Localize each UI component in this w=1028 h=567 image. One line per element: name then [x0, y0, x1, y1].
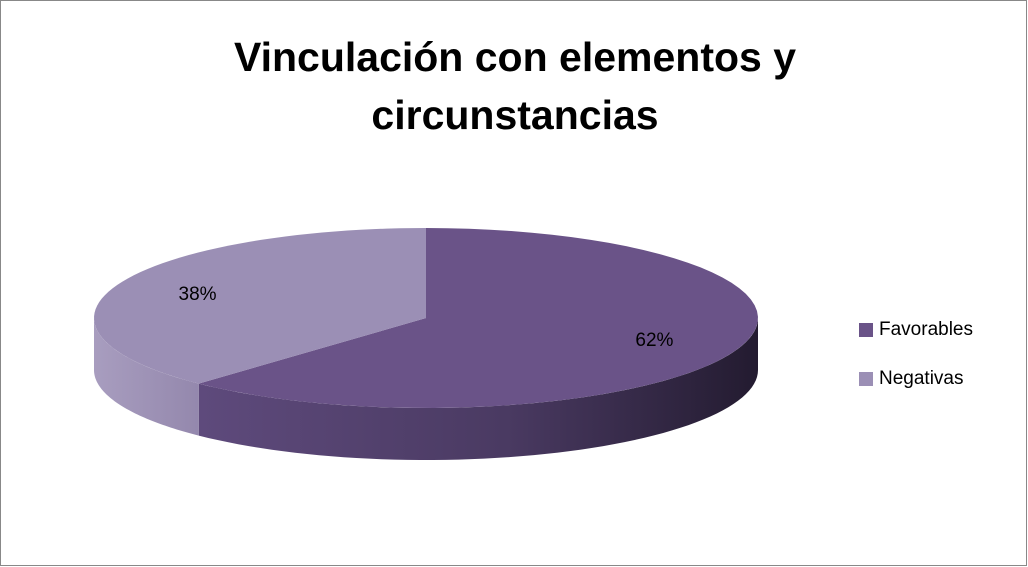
pie-slice-side: [94, 318, 199, 436]
legend-label: Negativas: [879, 368, 964, 389]
legend-swatch: [859, 323, 873, 337]
data-label: 38%: [179, 284, 217, 305]
pie-slice: [198, 228, 758, 408]
pie-slice-side: [198, 318, 759, 460]
chart-title: Vinculación con elementos y circunstanci…: [233, 34, 797, 138]
legend-swatch: [859, 372, 873, 386]
legend-label: Favorables: [879, 319, 973, 340]
pie-slice: [94, 228, 427, 384]
data-label: 62%: [635, 330, 673, 351]
